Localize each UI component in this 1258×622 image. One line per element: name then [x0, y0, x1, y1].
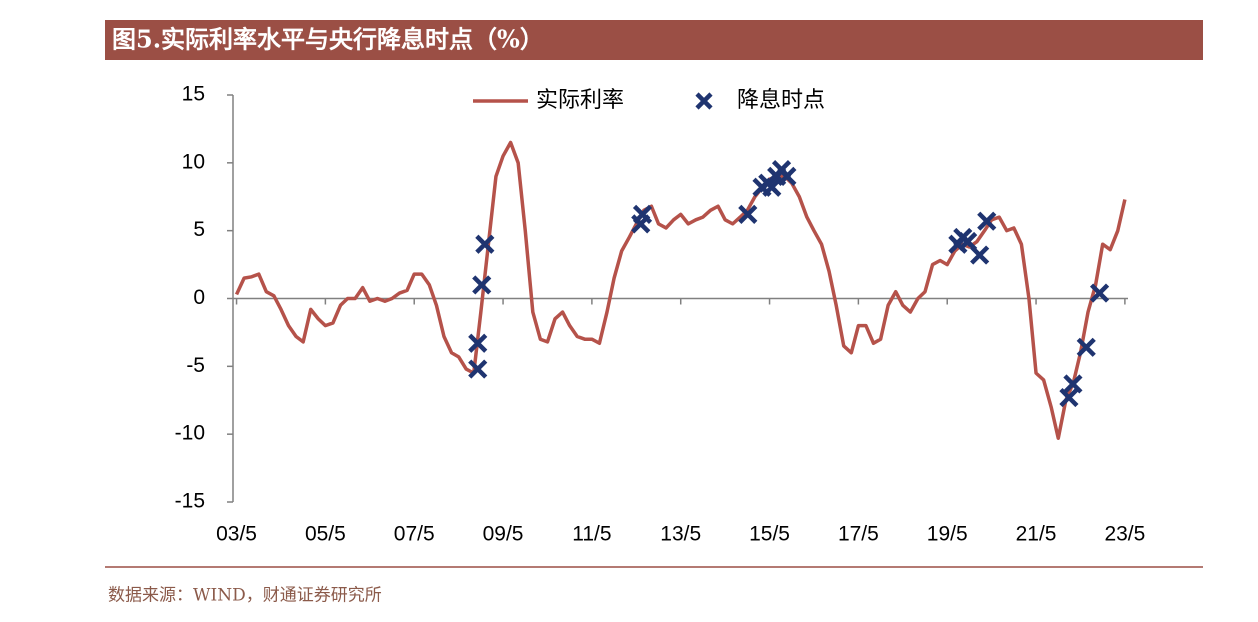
x-tick-label: 19/5 [927, 523, 968, 546]
y-tick-label: 15 [182, 83, 205, 106]
x-tick-label: 21/5 [1016, 523, 1057, 546]
data-line [234, 140, 1127, 440]
y-tick-label: 5 [193, 218, 205, 241]
x-tick-label: 03/5 [216, 523, 257, 546]
marker [1059, 387, 1079, 408]
y-tick-label: -10 [175, 422, 205, 445]
marker [468, 359, 488, 379]
y-tick-label: 0 [193, 286, 205, 309]
marker [762, 177, 782, 197]
marker [632, 204, 653, 224]
marker [475, 234, 495, 254]
y-tick-label: -5 [186, 354, 205, 377]
marker [468, 333, 488, 353]
x-tick-label: 11/5 [572, 523, 611, 546]
x-tick-label: 09/5 [483, 523, 524, 546]
legend-label: 降息时点 [737, 88, 825, 113]
title-bar [105, 20, 1203, 60]
marker [1063, 374, 1083, 394]
legend-marker [695, 92, 713, 110]
marker [777, 166, 797, 186]
x-tick-label: 07/5 [394, 523, 435, 546]
x-tick-label: 05/5 [305, 523, 346, 546]
chart-title: 图5.实际利率水平与央行降息时点（%） [112, 25, 544, 54]
marker [1089, 283, 1110, 303]
y-tick-label: 10 [182, 150, 205, 173]
marker [472, 275, 492, 295]
marker [1076, 337, 1096, 357]
y-tick-label: -15 [175, 490, 205, 513]
source-note: 数据来源：WIND，财通证券研究所 [108, 586, 382, 606]
marker [977, 211, 997, 231]
marker [970, 245, 990, 265]
x-tick-label: 15/5 [749, 523, 790, 546]
marker [738, 204, 758, 224]
legend-label: 实际利率 [536, 88, 624, 113]
x-tick-label: 17/5 [838, 523, 879, 546]
x-tick-label: 23/5 [1104, 523, 1145, 546]
x-tick-label: 13/5 [660, 523, 701, 546]
